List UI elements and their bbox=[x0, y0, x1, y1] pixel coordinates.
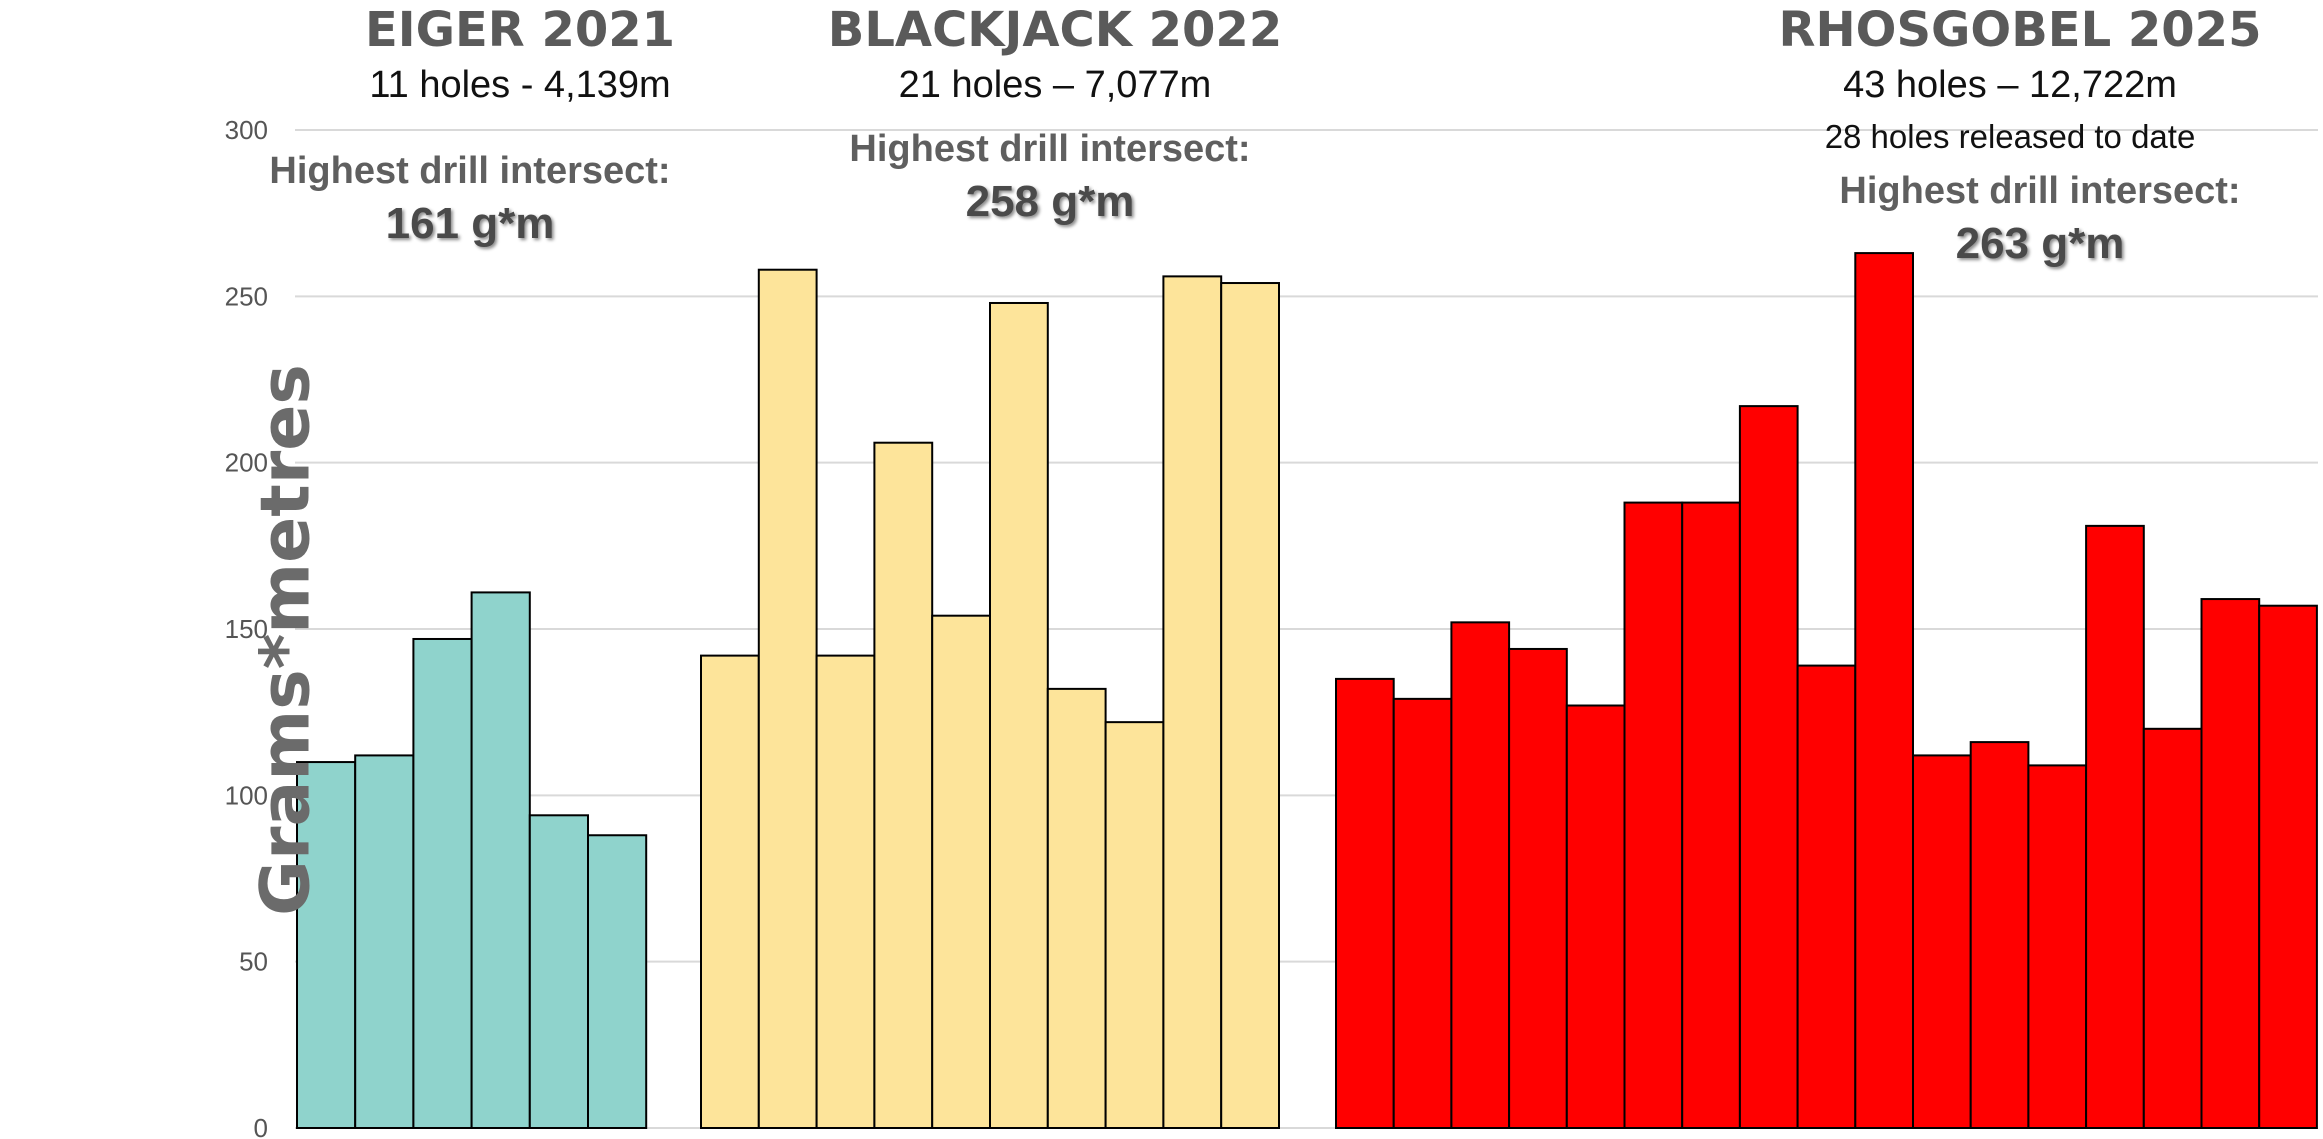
bar-2-9 bbox=[1854, 252, 1915, 1129]
bar-1-5 bbox=[989, 301, 1049, 1129]
bar-1-8 bbox=[1162, 275, 1223, 1129]
highlight-label: Highest drill intersect: bbox=[849, 128, 1251, 170]
bar-2-1 bbox=[1392, 697, 1453, 1129]
y-tick-50: 50 bbox=[239, 947, 268, 977]
y-tick-250: 250 bbox=[225, 281, 268, 311]
highlight-label: Highest drill intersect: bbox=[1839, 170, 2241, 212]
group-title: EIGER 2021 bbox=[364, 2, 676, 58]
bar-1-6 bbox=[1046, 687, 1107, 1129]
group-eiger-highlight: Highest drill intersect: 161 g*m bbox=[220, 150, 720, 249]
bar-2-13 bbox=[2085, 524, 2145, 1129]
y-axis-label: Grams*metres bbox=[246, 364, 326, 916]
series-2 bbox=[1335, 252, 2318, 1130]
group-title: RHOSGOBEL 2025 bbox=[1778, 2, 2262, 58]
group-rhosgobel-highlight: Highest drill intersect: 263 g*m bbox=[1790, 170, 2290, 269]
y-tick-300: 300 bbox=[225, 115, 268, 145]
bar-2-2 bbox=[1450, 621, 1511, 1129]
highlight-label: Highest drill intersect: bbox=[269, 150, 671, 192]
group-blackjack-highlight: Highest drill intersect: 258 g*m bbox=[800, 128, 1300, 227]
bar-2-6 bbox=[1681, 501, 1741, 1129]
group-blackjack-title: BLACKJACK 2022 bbox=[795, 2, 1315, 58]
bar-1-9 bbox=[1220, 282, 1280, 1129]
y-tick-200: 200 bbox=[225, 448, 268, 478]
bar-2-10 bbox=[1912, 754, 1972, 1129]
highlight-value: 263 g*m bbox=[1955, 219, 2125, 268]
bar-2-14 bbox=[2142, 727, 2203, 1129]
group-subtitle: 11 holes - 4,139m bbox=[369, 64, 671, 106]
group-rhosgobel-title: RHOSGOBEL 2025 bbox=[1740, 2, 2300, 58]
group-subtitle: 43 holes – 12,722m bbox=[1843, 64, 2177, 106]
y-tick-150: 150 bbox=[225, 614, 268, 644]
group-note: 28 holes released to date bbox=[1824, 118, 2196, 155]
bar-0-1 bbox=[354, 754, 415, 1129]
bar-0-3 bbox=[470, 591, 531, 1129]
y-tick-100: 100 bbox=[225, 780, 268, 810]
y-tick-0: 0 bbox=[254, 1113, 268, 1139]
bar-2-4 bbox=[1565, 704, 1626, 1129]
bar-1-3 bbox=[873, 441, 934, 1129]
bar-2-0 bbox=[1335, 677, 1395, 1130]
group-title: BLACKJACK 2022 bbox=[827, 2, 1283, 58]
bar-1-7 bbox=[1104, 721, 1165, 1129]
series-0 bbox=[296, 591, 648, 1130]
bar-2-7 bbox=[1738, 405, 1799, 1129]
group-rhosgobel-note: 28 holes released to date bbox=[1760, 118, 2260, 156]
bar-1-1 bbox=[757, 268, 818, 1130]
bars bbox=[296, 252, 2318, 1130]
bar-2-8 bbox=[1796, 664, 1857, 1129]
bar-1-4 bbox=[931, 614, 992, 1129]
bar-2-12 bbox=[2027, 764, 2088, 1129]
bar-1-2 bbox=[815, 654, 876, 1129]
highlight-value: 161 g*m bbox=[385, 199, 555, 248]
bar-2-16 bbox=[2258, 604, 2318, 1129]
bar-0-5 bbox=[587, 834, 648, 1130]
group-eiger-subtitle: 11 holes - 4,139m bbox=[280, 64, 760, 107]
y-tick-labels: 0 50 100 150 200 250 300 bbox=[225, 115, 268, 1139]
highlight-value: 258 g*m bbox=[965, 177, 1135, 226]
bar-2-15 bbox=[2200, 598, 2261, 1129]
series-1 bbox=[700, 268, 1280, 1130]
group-blackjack-subtitle: 21 holes – 7,077m bbox=[800, 64, 1310, 107]
group-eiger-title: EIGER 2021 bbox=[330, 2, 710, 58]
bar-2-11 bbox=[1969, 741, 2030, 1130]
group-rhosgobel-subtitle: 43 holes – 12,722m bbox=[1760, 64, 2260, 107]
bar-2-3 bbox=[1508, 647, 1568, 1130]
bar-0-2 bbox=[412, 637, 473, 1129]
bar-0-4 bbox=[528, 814, 589, 1129]
group-subtitle: 21 holes – 7,077m bbox=[898, 64, 1212, 106]
bar-2-5 bbox=[1623, 501, 1684, 1129]
bar-1-0 bbox=[700, 654, 760, 1129]
